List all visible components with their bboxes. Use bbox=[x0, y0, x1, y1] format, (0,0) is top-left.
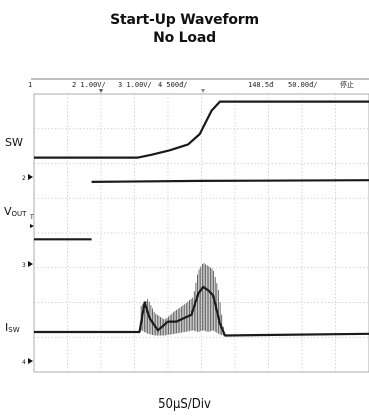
ground-marker-ch3: 3 bbox=[22, 261, 33, 269]
header-ch1: 1 bbox=[28, 81, 32, 89]
scope-grid bbox=[33, 93, 369, 373]
chart-title-line1: Start-Up Waveform bbox=[110, 12, 259, 28]
scope-traces bbox=[34, 100, 369, 337]
trace-isw bbox=[34, 285, 369, 337]
ground-marker-ch2: 2 bbox=[22, 174, 33, 182]
svg-text:4: 4 bbox=[22, 359, 26, 366]
svg-text:3: 3 bbox=[22, 262, 26, 269]
header-ch4: 4 500đ/ bbox=[158, 81, 188, 89]
trigger-marker-left bbox=[99, 89, 103, 93]
header-time-div: 50.00đ/ bbox=[288, 81, 318, 89]
trace-sw bbox=[34, 100, 369, 159]
header-time-position: 148.5đ bbox=[248, 81, 274, 89]
ground-marker-ch4: 4 bbox=[22, 358, 33, 366]
trace-vout bbox=[91, 179, 369, 183]
svg-text:2: 2 bbox=[22, 175, 26, 182]
label-isw: ISW bbox=[5, 321, 20, 334]
svg-text:T: T bbox=[29, 214, 34, 221]
chart-title-line2: No Load bbox=[153, 30, 216, 46]
label-sw: SW bbox=[5, 136, 23, 149]
header-ch2: 2 1.00V/ bbox=[72, 81, 106, 89]
vout-offset-marker: T bbox=[29, 214, 34, 228]
label-vout: VOUT bbox=[4, 205, 27, 218]
header-status: 停止 bbox=[340, 80, 354, 89]
trigger-marker-center bbox=[201, 89, 205, 93]
header-ch3: 3 1.00V/ bbox=[118, 81, 152, 89]
x-axis-label: 50μS/Div bbox=[158, 397, 211, 412]
